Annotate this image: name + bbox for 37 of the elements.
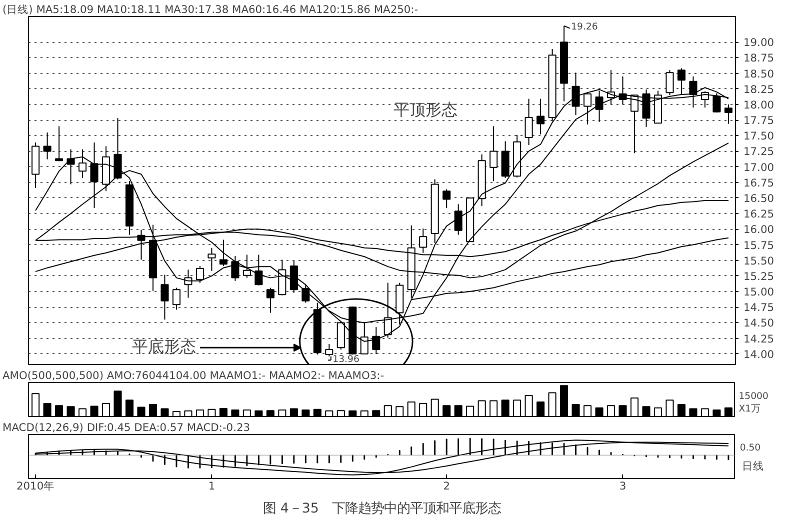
y-tick-label: 16.50 <box>744 192 774 205</box>
annotation: 13.96 <box>332 354 360 365</box>
y-tick-label: 14.75 <box>744 301 774 314</box>
y-tick-label: 15.00 <box>744 286 774 299</box>
caption: 图 4－35 下降趋势中的平顶和平底形态 <box>263 502 501 516</box>
y-tick-label: 16.25 <box>744 208 774 221</box>
x-tick-label: 1 <box>208 480 216 492</box>
text: X1万 <box>738 404 760 415</box>
y-tick-label: 16.00 <box>744 223 774 236</box>
y-tick-label: 18.75 <box>744 52 774 65</box>
y-tick-label: 19.00 <box>744 36 774 50</box>
y-tick-label: 15.50 <box>744 254 774 268</box>
text: 0.50 <box>740 442 761 454</box>
chart-title: AMO(500,500,500) AMO:76044104.00 MAAMO1:- MAAMO2:- MAAMO3:- <box>2 369 384 382</box>
x-tick-label: 2 <box>443 480 450 492</box>
x-tick-label: 2010年 <box>16 480 55 492</box>
y-tick-label: 15.25 <box>744 270 774 283</box>
y-tick-label: 14.25 <box>744 332 774 346</box>
y-tick-label: 18.00 <box>744 98 774 112</box>
annotation: 平顶形态 <box>394 100 458 119</box>
text: 15000 <box>738 390 768 402</box>
y-tick-label: 17.25 <box>744 145 774 158</box>
y-tick-label: 18.50 <box>744 67 774 80</box>
y-tick-label: 17.00 <box>744 160 774 174</box>
y-tick-label: 14.00 <box>744 348 774 361</box>
annotation: 平底形态 <box>132 336 196 356</box>
y-tick-label: 17.50 <box>744 130 774 143</box>
text: 日线 <box>742 460 764 473</box>
chart-title: (日线) MA5:18.09 MA10:18.11 MA30:17.38 MA60:16.46 MA120:15.86 MA250:- <box>2 3 418 16</box>
y-tick-label: 17.75 <box>744 114 774 128</box>
y-tick-label: 18.25 <box>744 82 774 96</box>
annotation: 19.26 <box>571 21 598 32</box>
y-tick-label: 14.50 <box>744 316 774 330</box>
x-tick-label: 3 <box>619 480 626 492</box>
chart-title: MACD(12,26,9) DIF:0.45 DEA:0.57 MACD:-0.23 <box>2 421 250 434</box>
y-tick-label: 15.75 <box>744 238 774 252</box>
y-tick-label: 16.75 <box>744 176 774 190</box>
